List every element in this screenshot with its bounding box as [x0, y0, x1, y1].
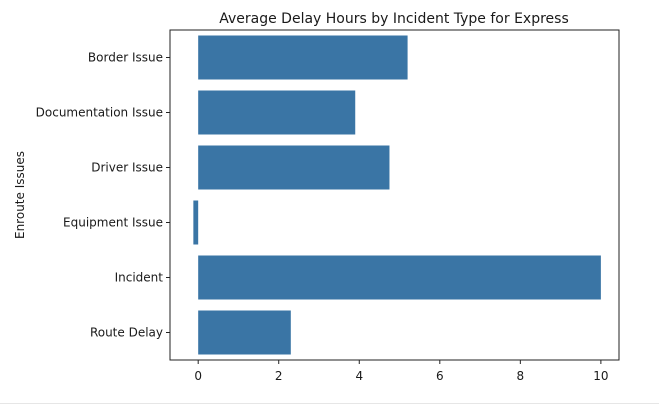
bar-border-issue	[198, 35, 408, 80]
x-axis-ticks: 0 2 4 6 8 10	[194, 360, 609, 383]
plot-frame	[169, 29, 620, 361]
y-tick-label: Incident	[115, 271, 164, 285]
y-axis-label: Enroute Issues	[13, 151, 27, 239]
y-tick-label: Route Delay	[90, 326, 163, 340]
y-axis-ticks: Border Issue Documentation Issue Driver Is…	[36, 51, 170, 340]
x-tick-label: 4	[355, 369, 363, 383]
x-tick-label: 8	[517, 369, 525, 383]
y-tick-label: Border Issue	[88, 51, 163, 65]
bottom-divider	[0, 403, 659, 404]
y-tick-label: Equipment Issue	[63, 216, 163, 230]
bar-incident	[198, 255, 601, 300]
x-tick-label: 2	[275, 369, 283, 383]
x-tick-label: 0	[194, 369, 202, 383]
y-tick-label: Documentation Issue	[36, 106, 163, 120]
chart-title: Average Delay Hours by Incident Type for…	[219, 11, 569, 27]
bars	[193, 35, 601, 355]
y-tick-label: Driver Issue	[91, 161, 163, 175]
x-tick-label: 6	[436, 369, 444, 383]
bar-driver-issue	[198, 145, 390, 190]
bar-equipment-issue	[193, 200, 199, 245]
x-tick-label: 10	[593, 369, 608, 383]
bar-documentation-issue	[198, 90, 356, 135]
bar-route-delay	[198, 310, 291, 355]
